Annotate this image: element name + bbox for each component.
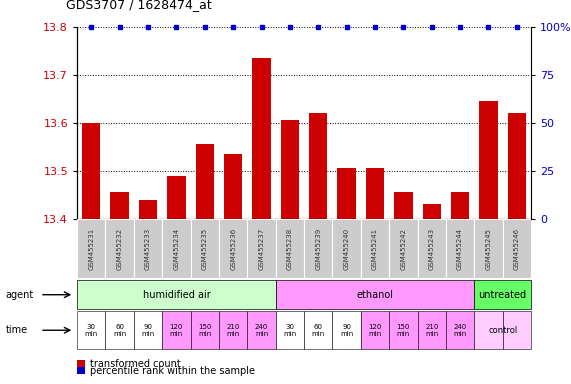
Text: GSM455232: GSM455232 — [116, 228, 123, 270]
Text: 150
min: 150 min — [397, 324, 410, 337]
Text: 210
min: 210 min — [227, 324, 240, 337]
Bar — [508, 113, 526, 219]
Text: 90
min: 90 min — [142, 324, 155, 337]
Text: 60
min: 60 min — [113, 324, 126, 337]
Bar — [389, 219, 417, 278]
Bar — [134, 219, 162, 278]
Text: GSM455237: GSM455237 — [259, 227, 264, 270]
Text: GSM455246: GSM455246 — [514, 228, 520, 270]
Text: GSM455240: GSM455240 — [344, 228, 349, 270]
Text: 120
min: 120 min — [170, 324, 183, 337]
Text: 240
min: 240 min — [255, 324, 268, 337]
Bar — [252, 58, 271, 219]
Bar — [106, 219, 134, 278]
Bar — [451, 192, 469, 219]
Text: GSM455242: GSM455242 — [400, 228, 407, 270]
Text: GSM455234: GSM455234 — [174, 228, 179, 270]
Text: GSM455231: GSM455231 — [89, 227, 94, 270]
Text: 210
min: 210 min — [425, 324, 439, 337]
Text: 30
min: 30 min — [283, 324, 296, 337]
Text: GSM455245: GSM455245 — [485, 228, 492, 270]
Text: transformed count: transformed count — [90, 359, 181, 369]
Bar — [502, 219, 531, 278]
Bar — [361, 219, 389, 278]
Bar — [219, 219, 247, 278]
Bar — [394, 192, 413, 219]
Bar — [332, 219, 361, 278]
Text: GSM455239: GSM455239 — [315, 227, 321, 270]
Text: ethanol: ethanol — [356, 290, 393, 300]
Bar — [475, 219, 502, 278]
Bar — [77, 219, 106, 278]
Bar — [195, 144, 214, 219]
Text: GSM455243: GSM455243 — [429, 228, 435, 270]
Text: GSM455236: GSM455236 — [230, 227, 236, 270]
Text: humidified air: humidified air — [143, 290, 210, 300]
Bar — [309, 113, 327, 219]
Text: control: control — [488, 326, 517, 335]
Bar — [281, 121, 299, 219]
Bar — [162, 219, 191, 278]
Text: untreated: untreated — [478, 290, 526, 300]
Text: 60
min: 60 min — [312, 324, 325, 337]
Text: GSM455244: GSM455244 — [457, 228, 463, 270]
Text: agent: agent — [6, 290, 34, 300]
Text: 30
min: 30 min — [85, 324, 98, 337]
Bar — [446, 219, 475, 278]
Text: time: time — [6, 325, 28, 335]
Bar — [247, 219, 276, 278]
Bar — [337, 169, 356, 219]
Text: GSM455238: GSM455238 — [287, 227, 293, 270]
Bar — [304, 219, 332, 278]
Bar — [139, 200, 157, 219]
Bar — [276, 219, 304, 278]
Text: percentile rank within the sample: percentile rank within the sample — [90, 366, 255, 376]
Text: 90
min: 90 min — [340, 324, 353, 337]
Bar — [366, 169, 384, 219]
Bar — [167, 176, 186, 219]
Text: GSM455241: GSM455241 — [372, 228, 378, 270]
Text: GDS3707 / 1628474_at: GDS3707 / 1628474_at — [66, 0, 211, 12]
Bar — [224, 154, 242, 219]
Text: 240
min: 240 min — [453, 324, 467, 337]
Bar — [110, 192, 129, 219]
Bar — [423, 205, 441, 219]
Text: 150
min: 150 min — [198, 324, 211, 337]
Text: GSM455235: GSM455235 — [202, 228, 208, 270]
Text: GSM455233: GSM455233 — [145, 227, 151, 270]
Bar — [417, 219, 446, 278]
Bar — [479, 101, 498, 219]
Bar — [191, 219, 219, 278]
Bar — [82, 123, 100, 219]
Text: 120
min: 120 min — [368, 324, 381, 337]
